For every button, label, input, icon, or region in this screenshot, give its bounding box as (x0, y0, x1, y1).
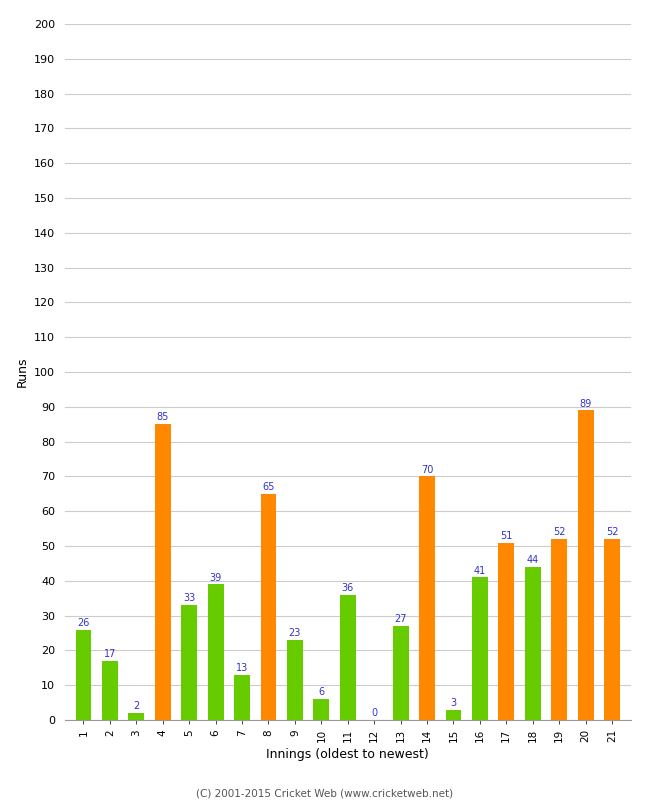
Bar (551, 539, 567, 720)
Bar (102, 661, 118, 720)
Bar (75, 630, 92, 720)
Text: 70: 70 (421, 465, 433, 474)
Text: 51: 51 (500, 530, 512, 541)
Bar (525, 567, 541, 720)
Text: 36: 36 (342, 583, 354, 593)
Text: 65: 65 (263, 482, 275, 492)
Text: 85: 85 (157, 413, 169, 422)
Bar (313, 699, 330, 720)
Text: 17: 17 (104, 649, 116, 659)
Bar (419, 477, 435, 720)
Bar (499, 542, 514, 720)
Text: (C) 2001-2015 Cricket Web (www.cricketweb.net): (C) 2001-2015 Cricket Web (www.cricketwe… (196, 788, 454, 798)
Bar (445, 710, 462, 720)
Text: 89: 89 (579, 398, 592, 409)
Text: 27: 27 (395, 614, 407, 624)
Text: 6: 6 (318, 687, 324, 698)
Text: 3: 3 (450, 698, 456, 708)
Bar (181, 605, 197, 720)
Bar (287, 640, 303, 720)
X-axis label: Innings (oldest to newest): Innings (oldest to newest) (266, 748, 429, 761)
Bar (155, 424, 171, 720)
Bar (129, 713, 144, 720)
Y-axis label: Runs: Runs (16, 357, 29, 387)
Text: 41: 41 (474, 566, 486, 575)
Bar (340, 594, 356, 720)
Text: 26: 26 (77, 618, 90, 628)
Text: 44: 44 (526, 555, 539, 565)
Bar (472, 578, 488, 720)
Text: 2: 2 (133, 702, 140, 711)
Bar (578, 410, 593, 720)
Text: 52: 52 (606, 527, 618, 538)
Bar (393, 626, 409, 720)
Text: 0: 0 (371, 708, 377, 718)
Bar (208, 584, 224, 720)
Text: 33: 33 (183, 594, 195, 603)
Bar (234, 674, 250, 720)
Text: 13: 13 (236, 663, 248, 673)
Bar (604, 539, 620, 720)
Bar (261, 494, 276, 720)
Text: 39: 39 (209, 573, 222, 582)
Text: 52: 52 (553, 527, 566, 538)
Text: 23: 23 (289, 628, 301, 638)
